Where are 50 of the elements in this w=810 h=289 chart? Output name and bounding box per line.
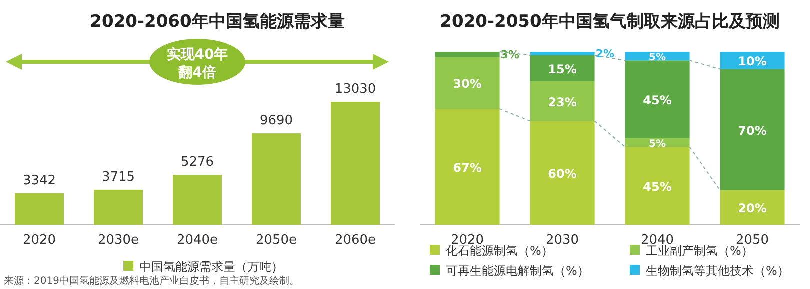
data-label: 45%	[643, 180, 672, 194]
data-label: 67%	[453, 161, 482, 176]
data-label: 3342	[22, 173, 56, 188]
bar	[720, 69, 785, 190]
source-note: 来源：2019中国氢能源及燃料电池产业白皮书，自主研究及绘制。	[4, 275, 300, 287]
bar	[625, 147, 690, 225]
data-label: 70%	[738, 124, 767, 138]
data-label: 20%	[738, 202, 767, 216]
chart-title: 2020-2060年中国氢能源需求量	[90, 12, 345, 32]
bar	[625, 60, 690, 138]
data-label: 30%	[453, 77, 482, 92]
data-label: 5%	[649, 138, 666, 150]
data-label: 15%	[548, 62, 577, 76]
bar	[173, 175, 222, 225]
data-label: 3715	[102, 170, 136, 185]
x-tick-label: 2030	[546, 233, 580, 248]
legend-label: 可再生能源电解制氢（%）	[446, 264, 590, 278]
bar	[435, 57, 500, 110]
data-label: 3%	[500, 48, 520, 62]
bar	[252, 134, 301, 225]
text: 翻4倍	[178, 64, 216, 81]
data-label: 60%	[548, 167, 577, 182]
bar	[530, 81, 595, 122]
data-label: 10%	[738, 54, 767, 69]
bar	[530, 121, 595, 225]
bar	[530, 55, 595, 82]
text: 实现40年	[166, 46, 228, 63]
bar	[435, 109, 500, 225]
x-tick-label: 2040e	[176, 233, 218, 248]
x-tick-label: 2050e	[256, 233, 298, 248]
data-label: 45%	[643, 94, 672, 108]
x-tick-label: 2050	[736, 233, 770, 248]
x-tick-label: 2060e	[334, 233, 376, 248]
x-tick-label: 2030e	[98, 233, 140, 248]
chart-title: 2020-2050年中国氢气制取来源占比及预测	[440, 12, 780, 32]
legend-label: 生物制氢等其他技术（%）	[646, 264, 790, 278]
legend-label: 中国氢能源需求量（万吨）	[140, 260, 284, 274]
bar	[720, 190, 785, 225]
data-label: 13030	[334, 82, 376, 97]
data-label: 9690	[260, 114, 294, 129]
bar	[15, 193, 64, 225]
data-label: 23%	[548, 95, 577, 110]
data-label: 2%	[596, 48, 614, 61]
data-label: 5276	[180, 155, 214, 170]
bar	[435, 52, 500, 58]
x-tick-label: 2020	[22, 233, 56, 248]
bar	[94, 190, 143, 225]
data-label: 5%	[649, 52, 666, 64]
bar	[331, 102, 380, 225]
bar	[530, 52, 595, 56]
